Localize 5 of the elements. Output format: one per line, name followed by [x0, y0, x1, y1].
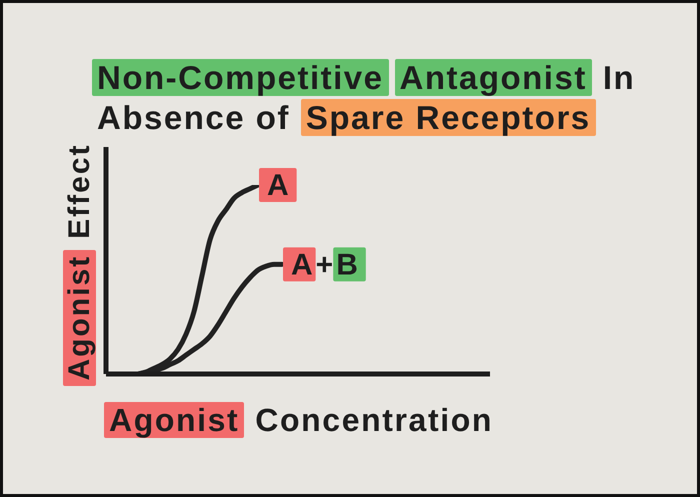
chart-title: Non-Competitive Antagonist In Absence of Spare Receptors [97, 59, 636, 136]
y-axis-title: Agonist Effect [63, 144, 96, 381]
x-axis-title: Agonist Concentration [109, 402, 493, 438]
series-label: A [267, 168, 289, 202]
series-label: A+B [291, 248, 358, 281]
